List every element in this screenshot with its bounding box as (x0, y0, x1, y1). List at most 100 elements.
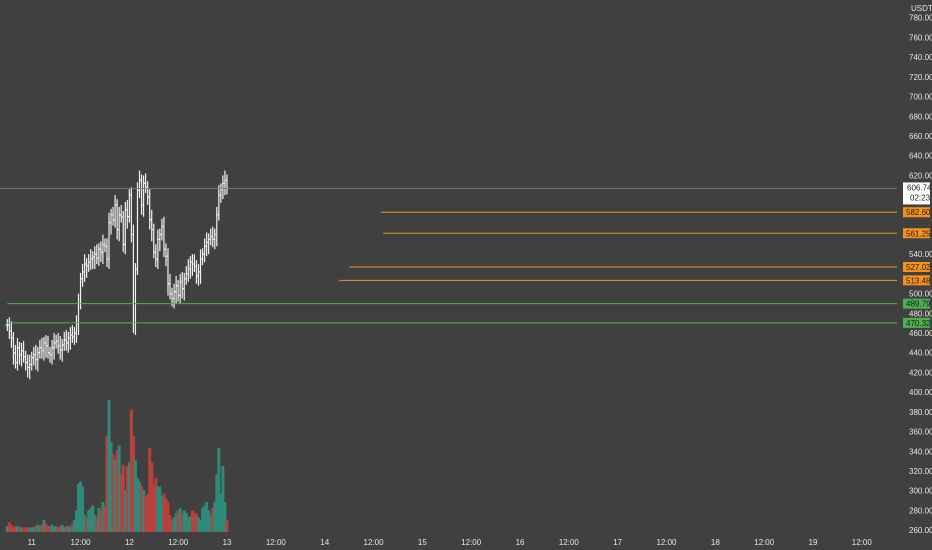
volume-bar (115, 450, 119, 532)
volume-bar (119, 474, 123, 532)
volume-bar (194, 514, 198, 532)
volume-bar (219, 493, 223, 532)
volume-bar (182, 510, 186, 532)
price-bar (224, 174, 229, 195)
volume-bar (103, 505, 107, 532)
price-tick-label: 500.00 (909, 290, 932, 299)
price-bar (127, 189, 132, 223)
volume-bar (77, 484, 81, 532)
price-tick-label: 720.00 (909, 73, 932, 82)
volume-bar (158, 486, 162, 532)
price-bar (182, 272, 187, 301)
price-bar (54, 335, 59, 349)
level-badge (903, 228, 930, 239)
volume-bar (205, 502, 209, 532)
volume-bar (11, 527, 15, 532)
price-tick-label: 360.00 (909, 428, 932, 437)
volume-bar (54, 526, 58, 532)
price-bar (94, 244, 99, 265)
volume-bar (192, 512, 196, 532)
volume-bar (79, 481, 83, 532)
volume-bar (5, 526, 9, 532)
volume-bar (66, 526, 70, 532)
level-label: 582.60 (906, 208, 931, 217)
volume-bar (72, 520, 76, 532)
volume-bar (135, 478, 139, 532)
volume-bar (131, 436, 135, 532)
price-bar (155, 229, 160, 269)
price-bar (17, 341, 22, 365)
price-bar (90, 251, 95, 269)
volume-bar (190, 510, 194, 532)
volume-bar (111, 454, 115, 532)
price-bar (121, 210, 126, 253)
price-bar (56, 333, 61, 354)
price-bar (216, 185, 221, 221)
time-tick-label: 18 (711, 538, 720, 547)
price-bar (29, 351, 34, 371)
volume-bar (166, 502, 170, 532)
ohlc-bars (5, 170, 229, 380)
price-tick-label: 660.00 (909, 132, 932, 141)
price-bar (131, 224, 136, 334)
price-bar (198, 249, 203, 284)
price-bar (64, 330, 69, 351)
time-axis[interactable]: 11 12:00 12 12:00 13 12:00 14 12:00 15 12:00 16 12:… (28, 538, 873, 547)
price-bar (68, 327, 73, 350)
time-tick-label: 19 (809, 538, 818, 547)
price-bar (159, 218, 164, 241)
volume-bar (13, 526, 17, 532)
price-bar (174, 275, 179, 304)
volume-bar (162, 493, 166, 532)
price-bar (23, 350, 28, 371)
volume-bar (148, 448, 152, 532)
volume-bar (129, 409, 133, 532)
price-bar (119, 204, 124, 223)
price-bar (15, 337, 20, 371)
time-tick-label: 12:00 (364, 538, 385, 547)
price-bar (145, 181, 150, 205)
volume-bar (105, 436, 109, 532)
price-bar (180, 271, 185, 299)
price-bar (37, 339, 42, 359)
volume-bar (201, 508, 205, 532)
price-bar (11, 332, 16, 365)
price-bar (50, 339, 55, 365)
price-bar (188, 256, 193, 279)
volume-bar (60, 524, 64, 532)
volume-bar (26, 527, 30, 532)
price-tick-label: 640.00 (909, 152, 932, 161)
time-tick-label: 16 (516, 538, 525, 547)
volume-bar (140, 486, 144, 532)
volume-bar (15, 526, 19, 532)
price-bar (84, 258, 89, 278)
price-axis[interactable]: 780.00 760.00 740.00 720.00 700.00 680.00 660.… (903, 14, 932, 535)
volume-bar (152, 484, 156, 532)
level-badge (903, 207, 930, 218)
volume-bar (83, 515, 87, 532)
volume-bar (62, 527, 66, 532)
time-tick-label: 12:00 (754, 538, 775, 547)
price-bar (135, 182, 140, 275)
volume-bar (22, 528, 26, 532)
price-bar (96, 243, 101, 267)
current-price-badge (903, 182, 930, 205)
time-tick-label: 12:00 (852, 538, 873, 547)
volume-bar (68, 527, 72, 532)
level-label: 513.48 (906, 276, 931, 285)
price-tick-label: 740.00 (909, 53, 932, 62)
price-tick-label: 460.00 (909, 329, 932, 338)
volume-bar (186, 517, 190, 532)
time-tick-label: 12:00 (168, 538, 189, 547)
price-bar (45, 335, 50, 359)
price-tick-label: 420.00 (909, 368, 932, 377)
time-tick-label: 13 (223, 538, 232, 547)
price-bar (212, 228, 217, 250)
price-bar (35, 346, 40, 372)
volume-bar (7, 522, 11, 532)
price-bar (21, 340, 26, 363)
price-bar (76, 293, 81, 335)
volume-bar (56, 527, 60, 532)
volume-bar (113, 460, 117, 532)
